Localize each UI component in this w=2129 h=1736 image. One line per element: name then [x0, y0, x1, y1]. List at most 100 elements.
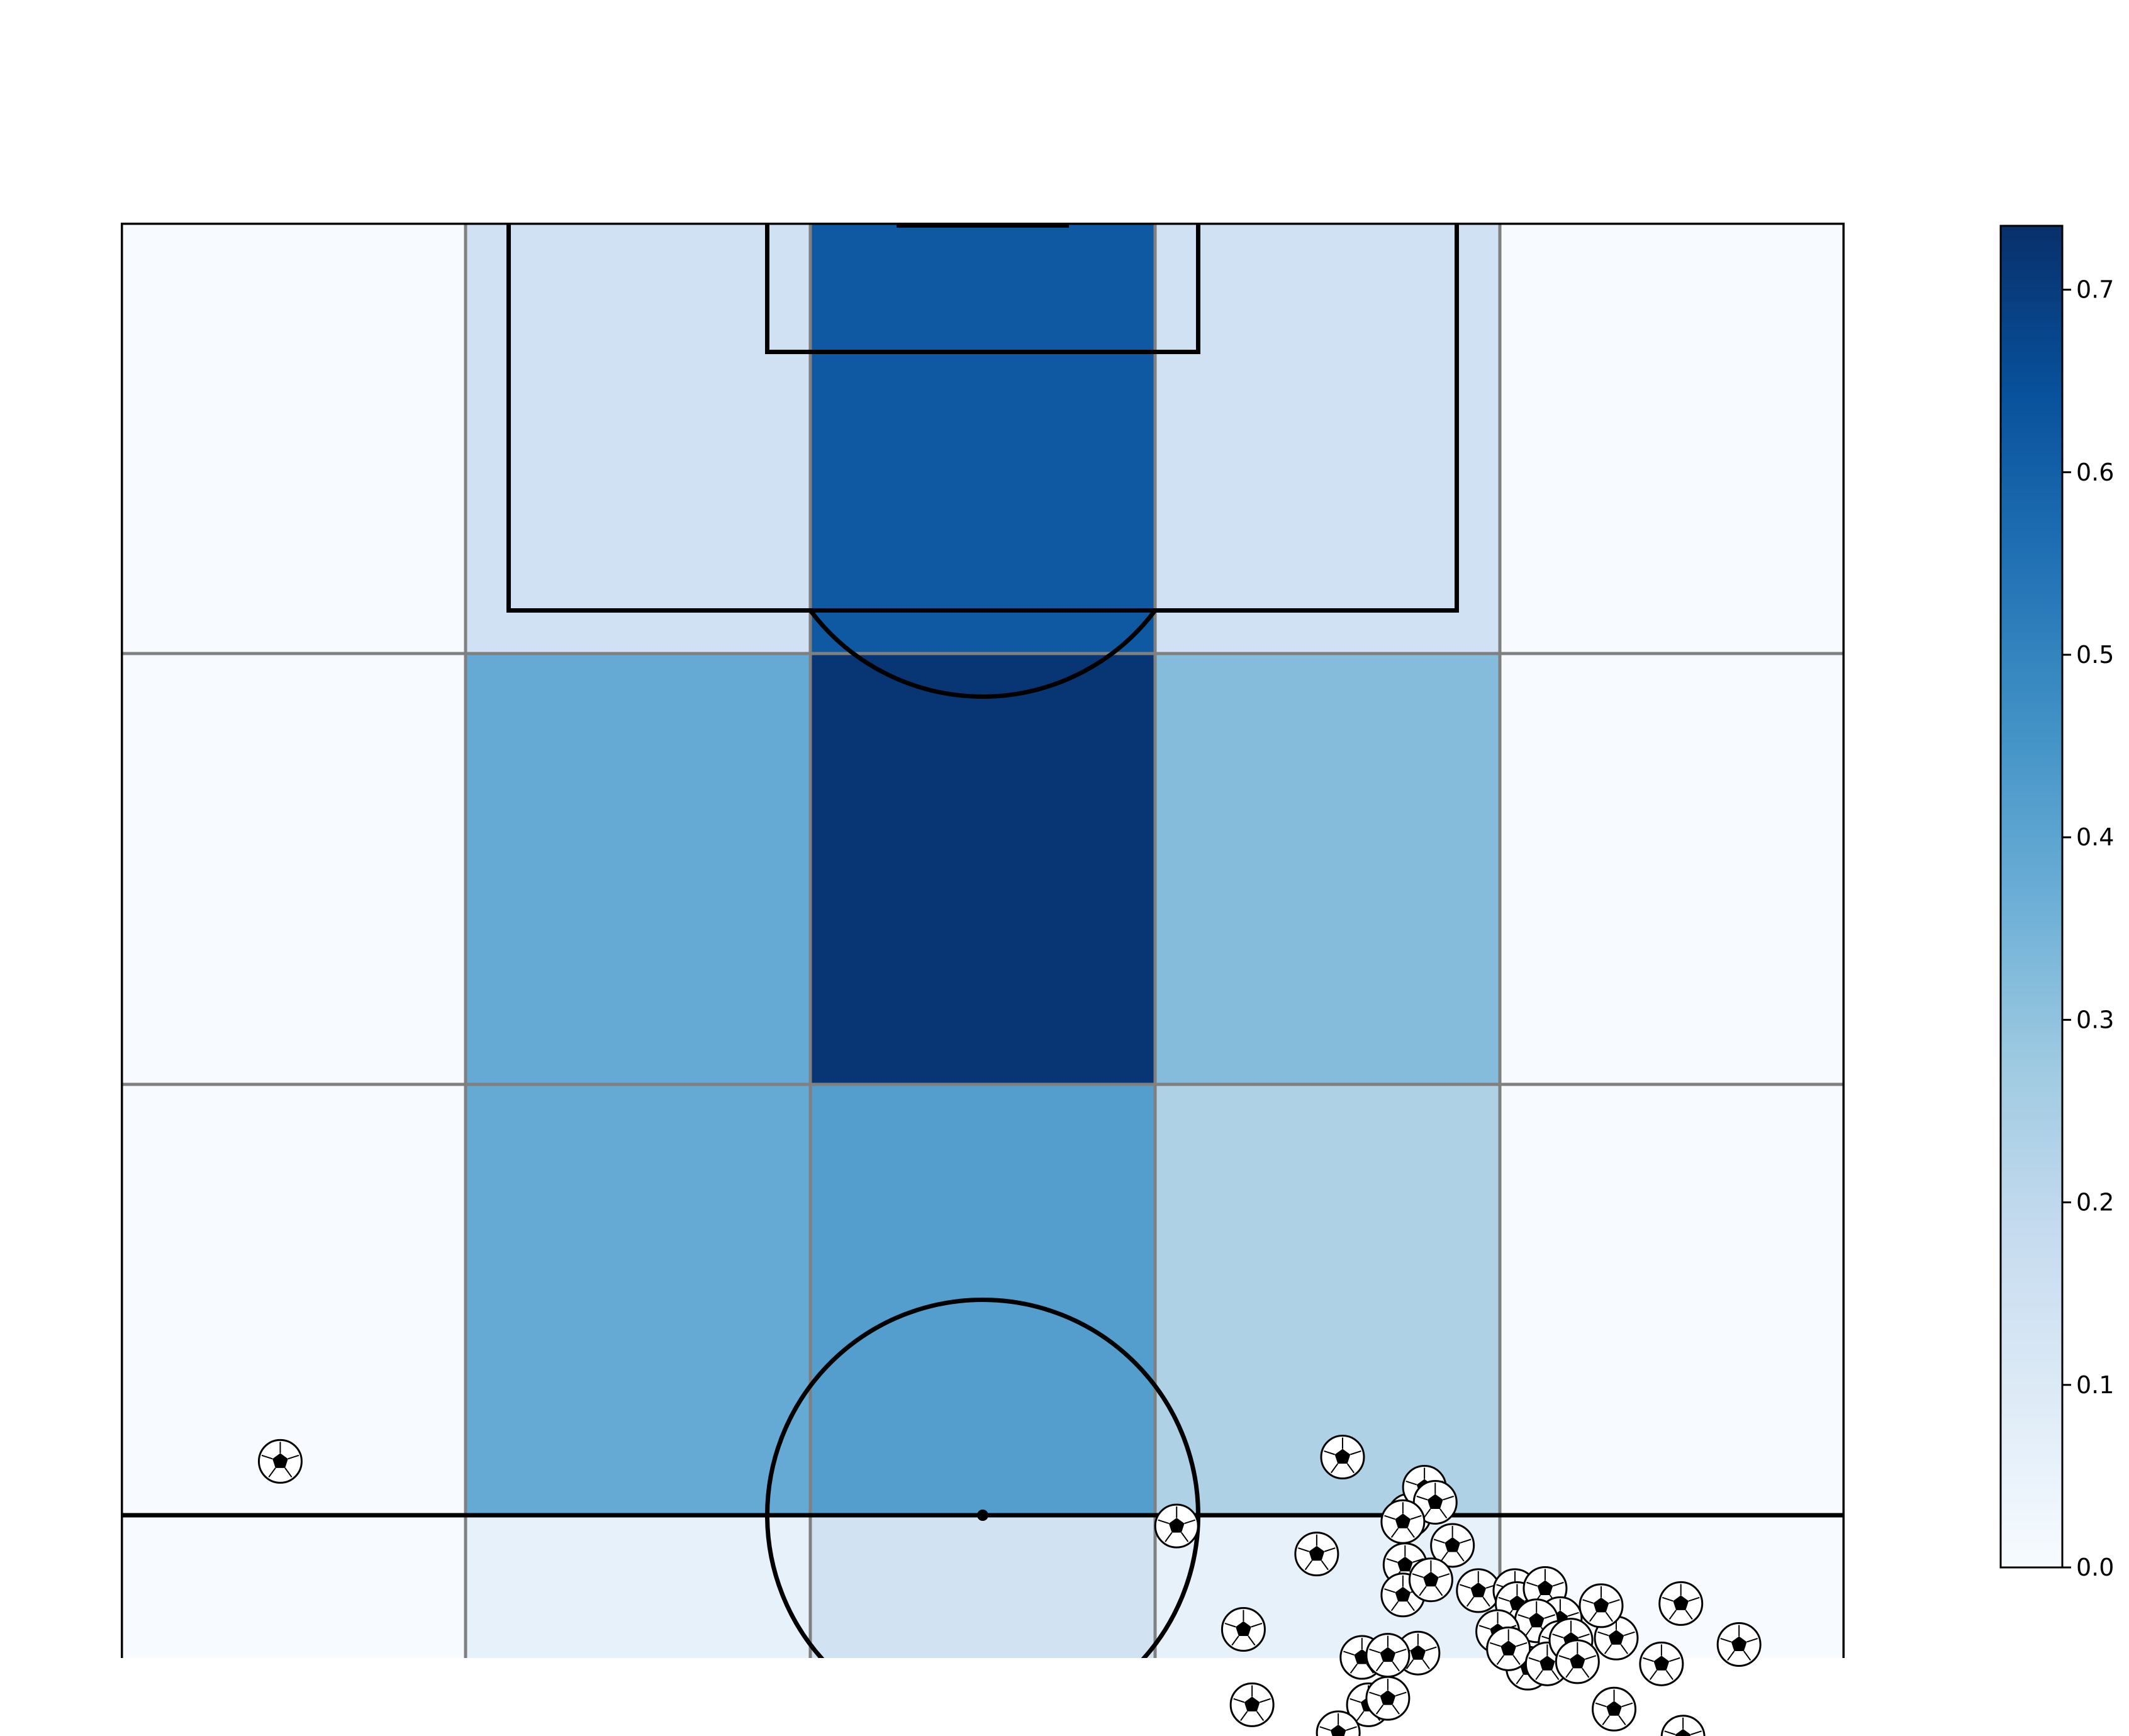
heatmap-bin — [466, 654, 810, 1084]
ball-seam — [1369, 1649, 1380, 1654]
ball-seam — [1390, 1528, 1399, 1538]
ball-seam — [1482, 1596, 1490, 1607]
ball-pentagon — [1423, 1571, 1439, 1587]
ball-pentagon — [1500, 1640, 1517, 1655]
ball-seam — [1395, 1691, 1407, 1697]
ball-pentagon — [1236, 1621, 1251, 1636]
ball-seam — [1743, 1650, 1752, 1661]
heatmap-bin — [121, 223, 466, 654]
heatmap-bin — [1155, 654, 1500, 1084]
ball-seam — [1330, 1463, 1339, 1474]
shot-marker — [1365, 1633, 1411, 1678]
shot-marker — [1592, 1686, 1637, 1732]
shot-marker — [1456, 1568, 1501, 1613]
ball-seam — [1346, 1463, 1355, 1474]
ball-seam — [1423, 1508, 1431, 1519]
ball-pentagon — [1528, 1612, 1545, 1628]
ball-pentagon — [1444, 1537, 1460, 1552]
ball-seam — [1435, 1586, 1443, 1596]
ball-seam — [1649, 1670, 1658, 1680]
ball-pentagon — [1606, 1701, 1622, 1716]
ball-seam — [1524, 1627, 1533, 1637]
ball-seam — [1419, 1586, 1427, 1596]
ball-seam — [1460, 1538, 1472, 1544]
heatmap-bin — [466, 1515, 810, 1658]
colorbar: 0.0 0.1 0.2 0.3 0.4 0.5 0.6 0.7 — [1999, 225, 2114, 1581]
ball-seam — [1165, 1532, 1173, 1542]
ball-pentagon — [1675, 1728, 1691, 1736]
ball-seam — [1498, 1596, 1510, 1602]
ball-seam — [1456, 1551, 1465, 1562]
shot-marker — [1320, 1435, 1365, 1480]
ball-seam — [1260, 1698, 1271, 1703]
ball-seam — [1375, 1661, 1384, 1672]
ball-seam — [1466, 1596, 1474, 1607]
shot-marker — [1639, 1641, 1684, 1686]
ball-pentagon — [1653, 1655, 1670, 1671]
ball-pentagon — [272, 1453, 288, 1468]
ball-seam — [1544, 1614, 1556, 1619]
shot-marker — [1555, 1639, 1600, 1684]
colorbar-tick-label: 0.5 — [2076, 641, 2114, 669]
ball-seam — [1512, 1655, 1521, 1666]
colorbar-tick-label: 0.2 — [2076, 1189, 2114, 1216]
ball-pentagon — [1608, 1630, 1624, 1645]
ball-seam — [1407, 1601, 1415, 1611]
ball-seam — [1690, 1730, 1702, 1735]
ball-seam — [1392, 1705, 1400, 1715]
ball-seam — [1552, 1581, 1564, 1587]
ball-seam — [1350, 1450, 1361, 1455]
ball-seam — [268, 1467, 276, 1478]
ball-pentagon — [1244, 1696, 1260, 1711]
ball-seam — [1526, 1581, 1538, 1587]
ball-seam — [1343, 1650, 1355, 1655]
heatmap-bin — [810, 654, 1155, 1084]
ball-seam — [1233, 1698, 1245, 1703]
ball-seam — [1609, 1599, 1620, 1604]
ball-seam — [1405, 1659, 1414, 1669]
ball-seam — [1643, 1657, 1654, 1662]
heatmap-bin — [1500, 223, 1845, 654]
ball-seam — [1720, 1637, 1732, 1643]
shot-marker — [1294, 1532, 1339, 1577]
ball-seam — [1240, 1711, 1248, 1722]
shot-marker — [1486, 1626, 1531, 1671]
heatmap-bin — [121, 1515, 466, 1658]
ball-seam — [1685, 1610, 1693, 1620]
ball-seam — [1582, 1667, 1590, 1678]
ball-pentagon — [1410, 1645, 1426, 1660]
ball-seam — [1535, 1670, 1543, 1680]
ball-pentagon — [1395, 1586, 1411, 1602]
ball-seam — [1390, 1601, 1399, 1611]
ball-seam — [261, 1454, 273, 1460]
heatmap-bin — [810, 1515, 1155, 1658]
heatmap-bin — [466, 223, 810, 654]
centre-spot — [977, 1510, 988, 1521]
ball-seam — [1558, 1655, 1570, 1660]
ball-seam — [1375, 1705, 1384, 1715]
ball-seam — [1620, 1644, 1628, 1654]
ball-seam — [1688, 1596, 1700, 1602]
heatmap-bin — [1500, 1084, 1845, 1515]
ball-seam — [1184, 1519, 1196, 1525]
heatmap-bins — [121, 223, 1845, 1658]
ball-seam — [1438, 1573, 1450, 1578]
ball-seam — [1425, 1646, 1437, 1652]
ball-pentagon — [1673, 1595, 1689, 1610]
ball-pentagon — [1539, 1655, 1555, 1671]
heatmap-bin — [1155, 223, 1500, 654]
shot-marker — [1430, 1523, 1475, 1568]
ball-seam — [1405, 1480, 1417, 1486]
ball-pentagon — [1593, 1597, 1609, 1613]
ball-seam — [1324, 1547, 1336, 1552]
colorbar-tick-label: 0.1 — [2076, 1371, 2114, 1399]
ball-seam — [1478, 1625, 1490, 1630]
ball-seam — [1386, 1558, 1398, 1563]
ball-seam — [1668, 1610, 1677, 1620]
heatmap-bin — [466, 1084, 810, 1515]
ball-pentagon — [1537, 1580, 1553, 1595]
ball-seam — [1346, 1726, 1357, 1731]
ball-seam — [1319, 1726, 1331, 1731]
ball-seam — [1551, 1670, 1560, 1680]
penalty-area — [506, 223, 1459, 613]
